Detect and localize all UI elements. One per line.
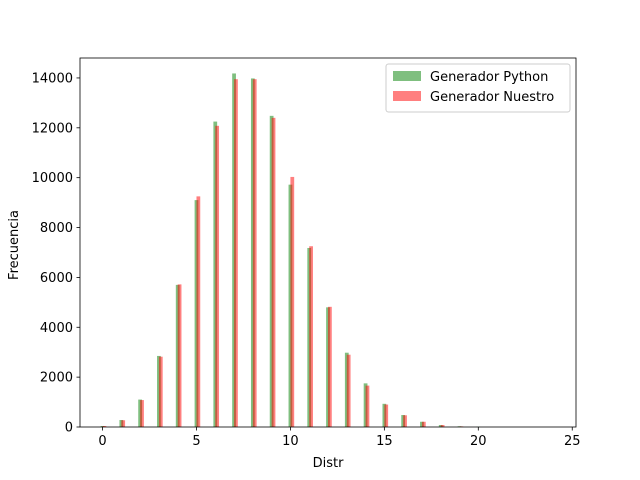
x-tick-label: 25 (564, 434, 581, 449)
bar-series-2-12.1 (328, 306, 332, 427)
bar-series-2-0.1 (102, 426, 107, 427)
legend-swatch-2 (393, 91, 421, 101)
bar-series-2-17.1 (421, 421, 426, 427)
bar-series-2-7.1 (234, 79, 238, 427)
bar-series-2-11.1 (309, 246, 313, 427)
legend-label-2: Generador Nuestro (430, 90, 554, 105)
bar-series-2-9.1 (271, 117, 276, 428)
bar-series-2-15.1 (384, 404, 389, 427)
bar-series-2-6.1 (215, 125, 220, 427)
x-axis-label: Distr (313, 456, 344, 471)
y-tick-label: 4000 (40, 321, 73, 336)
y-tick-label: 6000 (40, 271, 73, 286)
bar-series-2-13.1 (346, 354, 351, 427)
y-tick-label: 8000 (40, 221, 73, 236)
x-tick-label: 10 (282, 434, 299, 449)
legend-swatch-1 (393, 71, 421, 81)
x-tick-label: 20 (470, 434, 487, 449)
bar-series-1-1 (119, 420, 124, 427)
y-tick-label: 0 (65, 421, 73, 436)
bar-series-2-4.1 (177, 284, 182, 427)
x-tick-label: 0 (98, 434, 106, 449)
bar-series-1-4 (175, 284, 180, 427)
x-tick-label: 5 (192, 434, 200, 449)
legend-box (385, 63, 571, 113)
legend-label-1: Generador Python (430, 70, 548, 85)
bar-series-2-3.1 (158, 356, 163, 427)
y-tick-label: 12000 (32, 121, 73, 136)
y-axis-label: Frecuencia (7, 210, 22, 280)
axes-layer: 0 5 10 15 20 25 0 2000 4000 6000 8000 10000 12000 140… (32, 57, 581, 449)
bar-series-2-8.1 (252, 79, 257, 427)
y-tick-label: 14000 (32, 71, 73, 86)
bar-series-2-18.1 (440, 425, 445, 427)
bars-layer (100, 73, 481, 428)
y-tick-label: 2000 (40, 371, 73, 386)
x-tick-label: 15 (376, 434, 393, 449)
bar-series-2-10.1 (290, 176, 295, 427)
bar-series-1-10 (288, 184, 293, 427)
plot-frame (79, 57, 577, 428)
bar-series-2-16.1 (403, 415, 407, 427)
legend: Generador Python Generador Nuestro (385, 63, 571, 113)
y-tick-label: 10000 (32, 171, 73, 186)
bar-series-2-1.1 (121, 420, 126, 427)
bar-series-2-14.1 (365, 385, 370, 427)
bar-series-2-2.1 (140, 400, 144, 427)
bar-series-2-5.1 (196, 196, 201, 427)
